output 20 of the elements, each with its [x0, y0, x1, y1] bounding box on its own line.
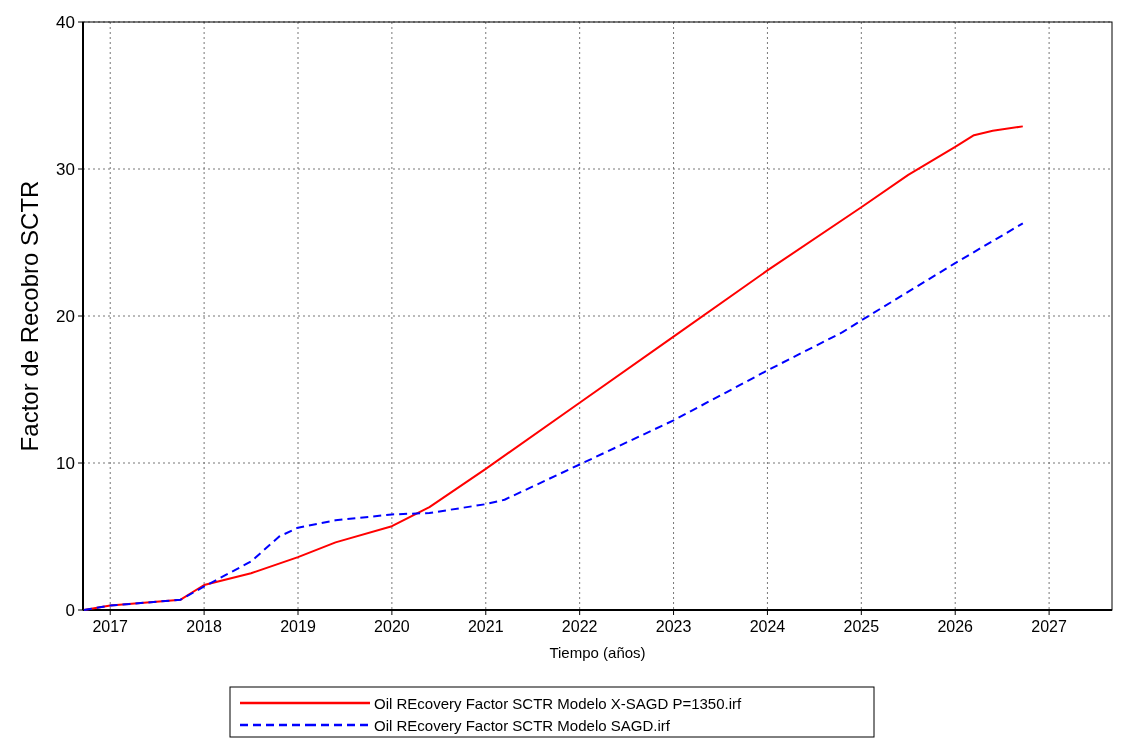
- x-axis-title: Tiempo (años): [549, 644, 646, 661]
- legend-label: Oil REcovery Factor SCTR Modelo SAGD.irf: [374, 717, 671, 734]
- x-tick-label: 2023: [655, 618, 692, 635]
- x-tick-label: 2026: [937, 618, 974, 635]
- y-tick-label: 30: [56, 160, 75, 179]
- x-tick-label: 2024: [749, 618, 786, 635]
- y-tick-label: 40: [56, 13, 75, 32]
- x-tick-label: 2027: [1031, 618, 1067, 635]
- x-tick-label: 2021: [467, 618, 504, 635]
- x-tick-label: 2025: [843, 618, 880, 635]
- y-tick-label: 10: [56, 454, 75, 473]
- y-axis-title: Factor de Recobro SCTR: [16, 180, 43, 452]
- x-tick-label: 2022: [561, 618, 598, 635]
- legend-label: Oil REcovery Factor SCTR Modelo X-SAGD P=1350.irf: [374, 695, 743, 712]
- x-tick-label: 2018: [186, 618, 223, 635]
- x-tick-label: 2019: [280, 618, 316, 635]
- y-tick-label: 0: [65, 601, 75, 620]
- y-tick-label: 20: [56, 307, 75, 326]
- x-tick-label: 2020: [374, 618, 410, 635]
- x-tick-label: 2017: [92, 618, 129, 635]
